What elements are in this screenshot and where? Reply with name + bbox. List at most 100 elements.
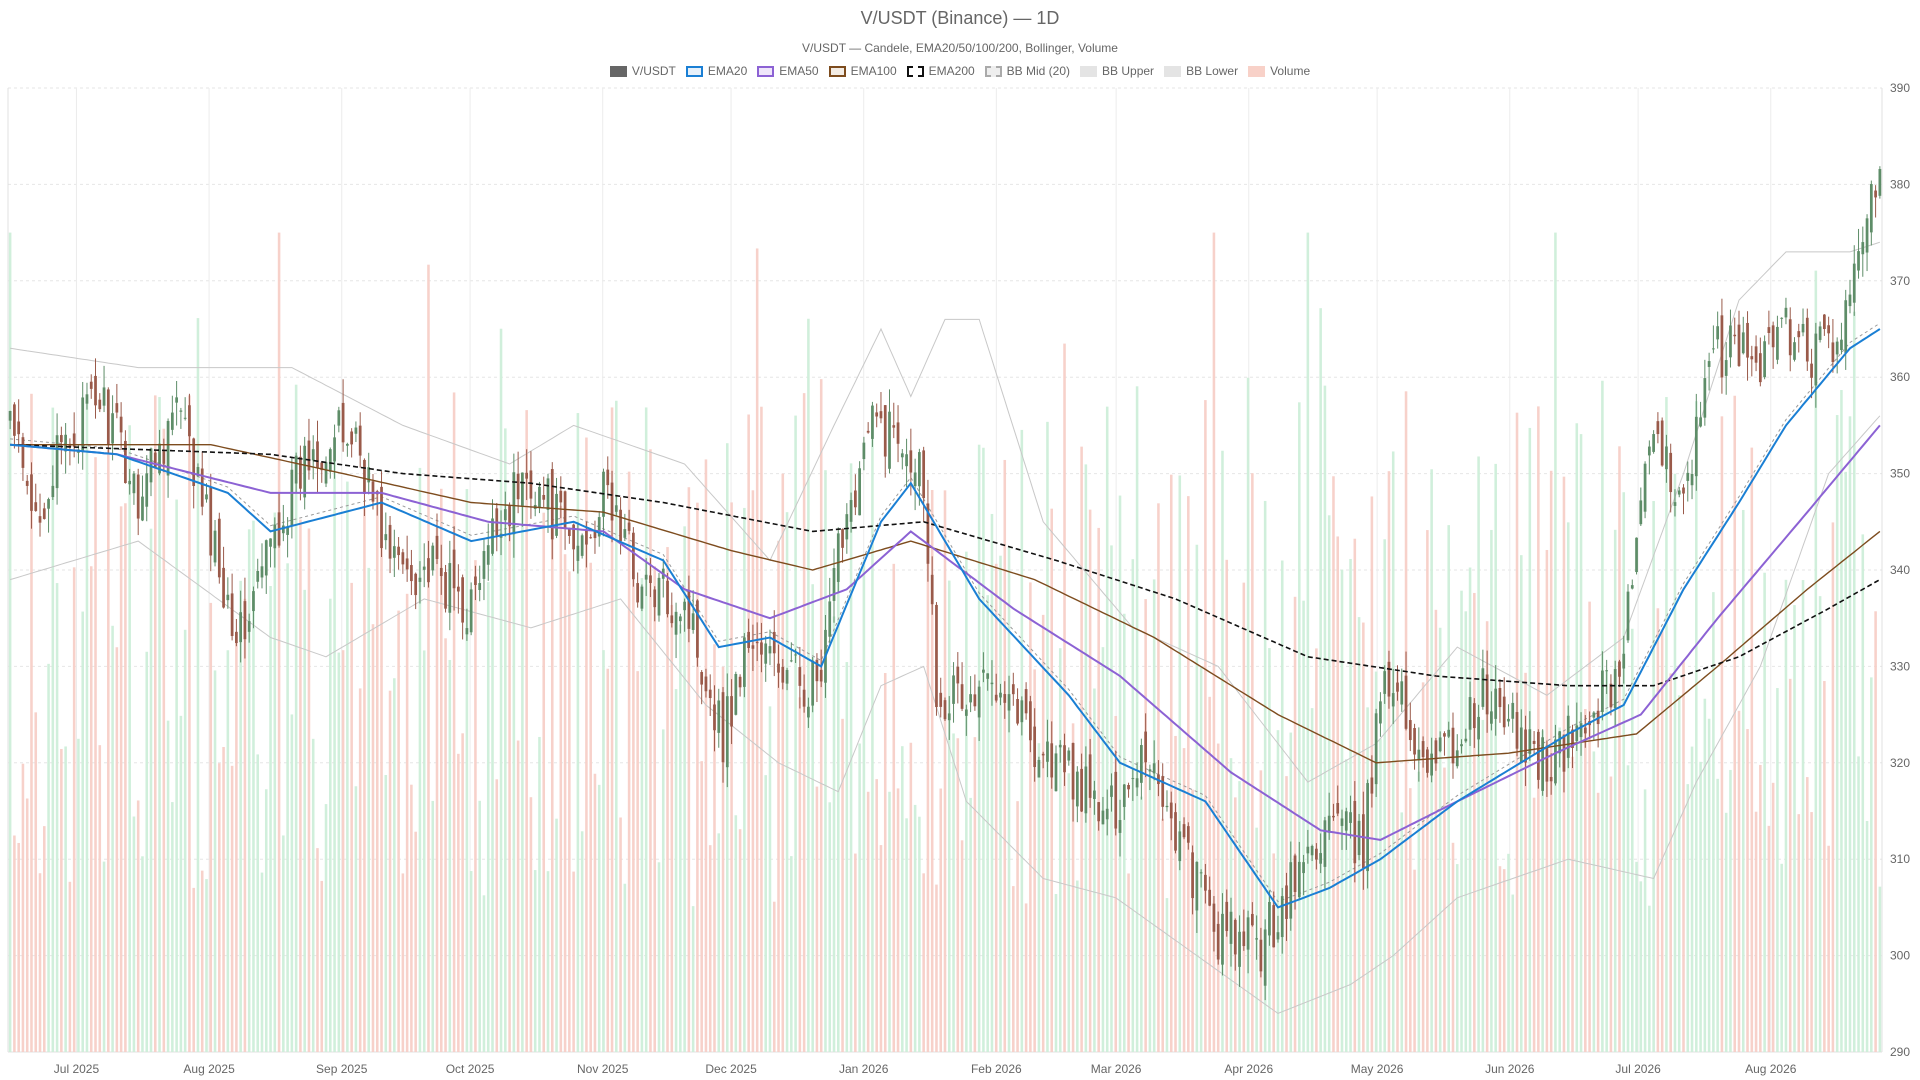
candle[interactable] [559, 476, 563, 519]
candle[interactable] [1754, 335, 1758, 372]
candle[interactable] [106, 387, 110, 454]
candle[interactable] [1408, 702, 1412, 752]
candle[interactable] [764, 635, 768, 682]
candle[interactable] [281, 504, 285, 542]
candle[interactable] [1426, 746, 1429, 778]
candle[interactable] [316, 420, 319, 493]
legend-item[interactable]: BB Upper [1080, 64, 1154, 78]
candle[interactable] [1729, 309, 1732, 368]
candle[interactable] [1016, 688, 1019, 726]
candle[interactable] [350, 428, 354, 458]
candle[interactable] [1302, 854, 1305, 896]
candle[interactable] [1699, 401, 1702, 428]
candle[interactable] [1690, 459, 1694, 500]
candle[interactable] [384, 512, 388, 550]
candle[interactable] [1776, 315, 1779, 365]
candle[interactable] [700, 670, 704, 705]
candle[interactable] [1865, 214, 1869, 272]
candle[interactable] [256, 558, 260, 589]
candle[interactable] [311, 435, 315, 480]
candle[interactable] [1494, 665, 1498, 736]
candle[interactable] [1110, 773, 1113, 812]
candle[interactable] [1255, 915, 1258, 960]
candle[interactable] [1280, 887, 1284, 954]
candle[interactable] [1404, 651, 1408, 731]
candle[interactable] [1536, 729, 1540, 789]
candle[interactable] [772, 610, 776, 677]
candle[interactable] [1652, 430, 1655, 454]
candle[interactable] [1323, 816, 1327, 889]
candle[interactable] [1622, 635, 1626, 684]
candle[interactable] [947, 696, 951, 740]
candle[interactable] [1208, 876, 1212, 907]
candle[interactable] [1793, 337, 1796, 362]
candle[interactable] [1613, 660, 1617, 726]
candle[interactable] [410, 549, 413, 596]
candle[interactable] [405, 535, 409, 582]
candle[interactable] [1447, 721, 1451, 739]
candle[interactable] [1310, 844, 1314, 862]
candle[interactable] [1182, 817, 1186, 840]
candle[interactable] [593, 520, 597, 554]
candle[interactable] [1366, 779, 1369, 889]
candle[interactable] [1647, 440, 1651, 475]
candle[interactable] [175, 380, 178, 426]
legend-item[interactable]: EMA20 [685, 64, 747, 78]
candle[interactable] [1784, 297, 1788, 325]
candle[interactable] [1204, 863, 1207, 904]
candle[interactable] [956, 652, 960, 704]
candle[interactable] [21, 432, 25, 481]
candle[interactable] [982, 652, 985, 683]
candle[interactable] [1191, 845, 1194, 915]
candle[interactable] [47, 497, 50, 533]
candle[interactable] [1443, 731, 1446, 756]
candle[interactable] [760, 622, 763, 673]
candle[interactable] [358, 412, 362, 468]
candle[interactable] [1306, 829, 1310, 864]
candle[interactable] [922, 446, 926, 523]
candle[interactable] [401, 548, 405, 574]
candle[interactable] [994, 673, 998, 703]
candle[interactable] [1869, 180, 1873, 246]
candle[interactable] [337, 406, 341, 433]
candle[interactable] [930, 556, 934, 615]
candle[interactable] [1788, 307, 1792, 372]
candle[interactable] [1417, 727, 1421, 782]
candle[interactable] [1101, 796, 1105, 825]
candle[interactable] [798, 646, 802, 709]
candle[interactable] [572, 523, 575, 572]
candle[interactable] [1639, 487, 1643, 527]
candle[interactable] [696, 599, 699, 667]
candle[interactable] [935, 602, 938, 716]
candle[interactable] [38, 493, 42, 537]
candle[interactable] [973, 674, 977, 711]
candle[interactable] [943, 697, 947, 722]
candle[interactable] [1289, 841, 1293, 931]
candle[interactable] [1319, 833, 1323, 874]
candle[interactable] [670, 592, 674, 628]
candle[interactable] [1831, 319, 1835, 373]
candle[interactable] [1464, 728, 1468, 743]
candle[interactable] [226, 577, 230, 609]
candle[interactable] [768, 629, 772, 666]
candle[interactable] [1605, 659, 1609, 695]
candle[interactable] [34, 483, 38, 512]
candle[interactable] [1195, 861, 1199, 933]
candle[interactable] [1199, 869, 1203, 888]
candle[interactable] [111, 395, 114, 461]
candle[interactable] [252, 586, 255, 629]
candle[interactable] [1805, 308, 1809, 371]
candle[interactable] [1007, 675, 1011, 733]
candle[interactable] [1041, 751, 1045, 769]
legend-item[interactable]: BB Mid (20) [984, 64, 1070, 78]
candle[interactable] [217, 512, 221, 584]
candle[interactable] [367, 452, 371, 495]
candle[interactable] [333, 424, 336, 479]
candle[interactable] [1827, 316, 1831, 349]
candle[interactable] [606, 456, 610, 499]
candle[interactable] [1566, 705, 1570, 769]
candle[interactable] [1810, 348, 1813, 399]
candle[interactable] [1848, 279, 1852, 314]
candle[interactable] [960, 662, 964, 712]
